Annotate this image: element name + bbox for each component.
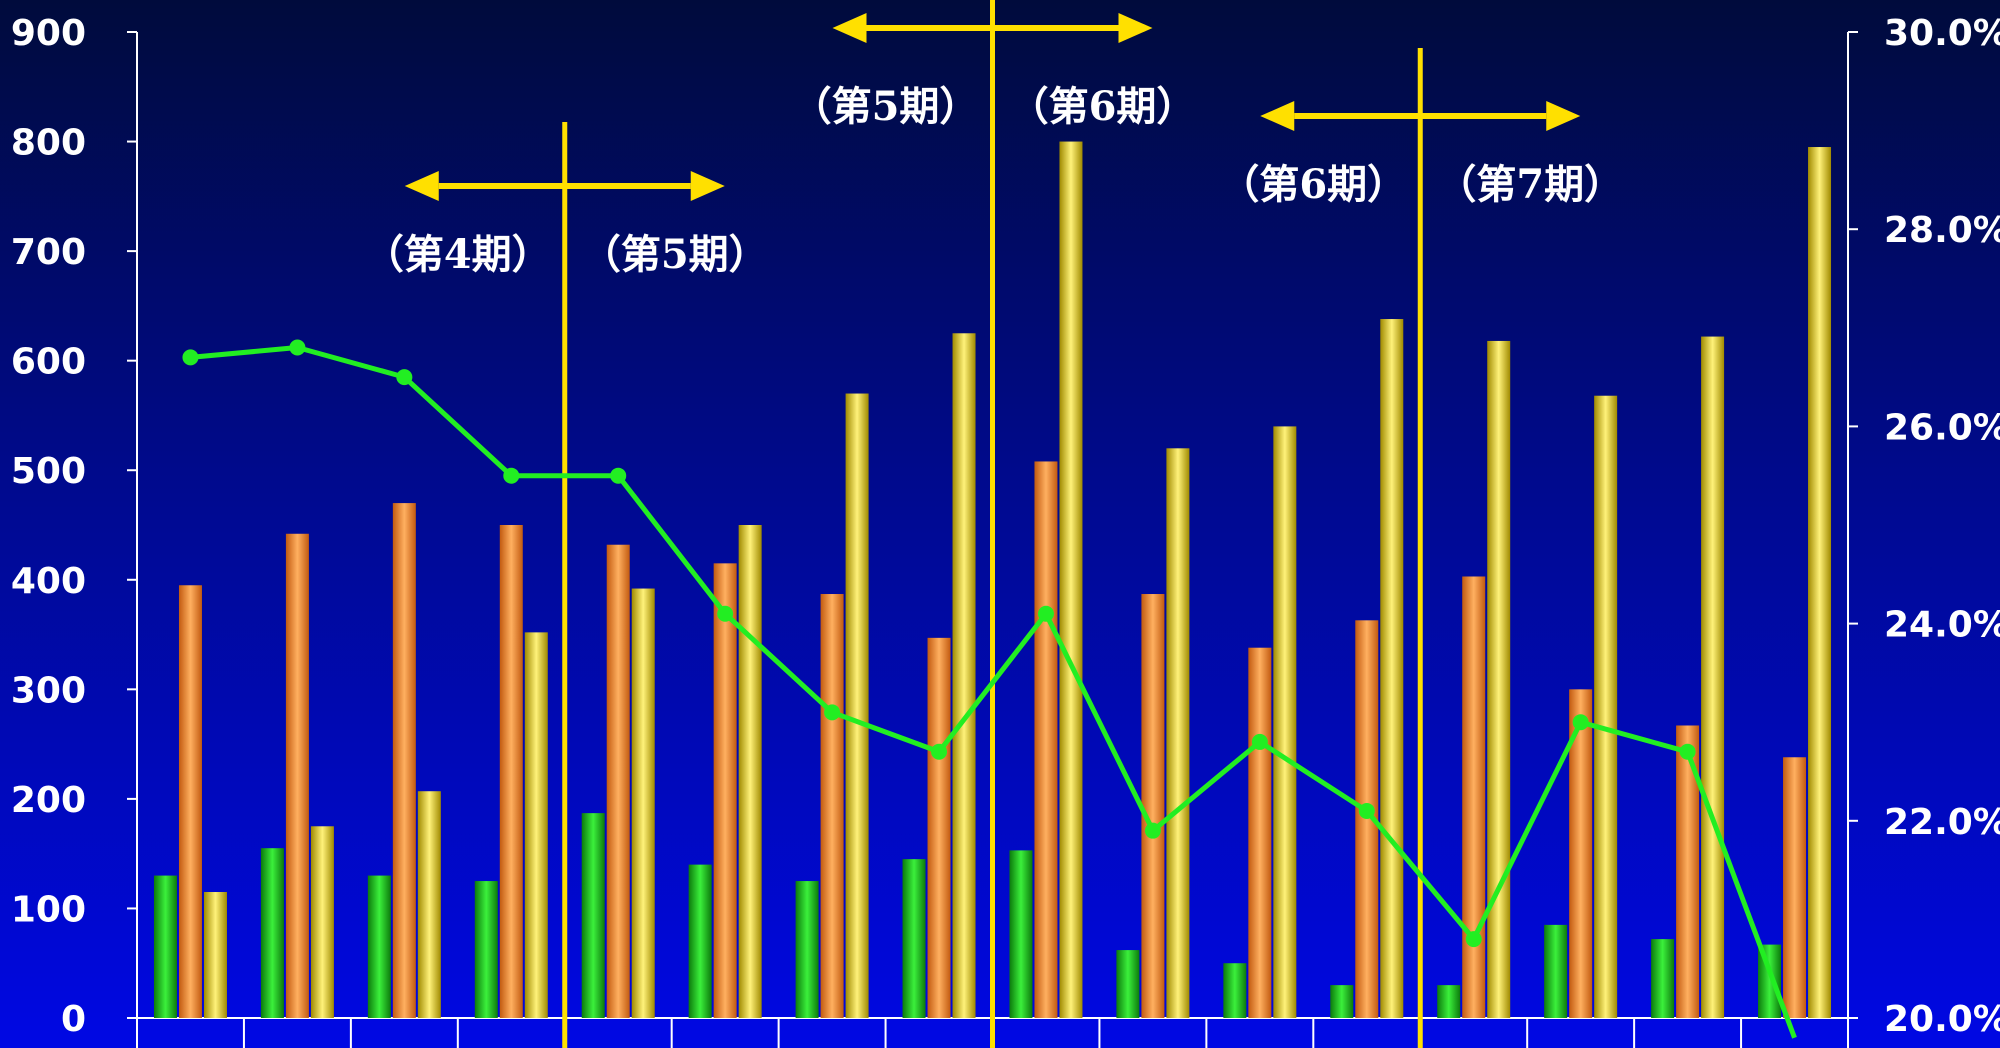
bar <box>1544 924 1568 1018</box>
arrow-head-right <box>1118 13 1153 43</box>
line-point <box>396 369 413 386</box>
bar <box>1223 963 1247 1018</box>
line-point <box>931 743 948 760</box>
bar <box>310 826 334 1018</box>
left-tick-label: 0 <box>61 999 86 1040</box>
bar <box>1330 985 1354 1018</box>
bar <box>392 503 416 1019</box>
arrow-head-left <box>832 13 867 43</box>
right-tick-label: 22.0% <box>1884 802 2000 843</box>
left-tick-label: 800 <box>11 123 86 164</box>
bar <box>606 544 630 1018</box>
bar <box>795 881 819 1018</box>
period-label-after: （第7期） <box>1436 161 1624 208</box>
bar <box>178 585 202 1018</box>
left-tick-label: 200 <box>11 780 86 821</box>
bar <box>1462 576 1486 1018</box>
bar <box>1166 448 1190 1018</box>
bar <box>153 875 177 1018</box>
period-label-after: （第6期） <box>1009 83 1197 130</box>
line-series-path <box>190 345 1797 1039</box>
axes: 0 100 200 300 400 500 600 700 800 900 20.0% 22.0% 24… <box>11 13 2000 1048</box>
bar <box>1569 689 1593 1018</box>
bar <box>367 875 391 1018</box>
line-point <box>1358 802 1375 819</box>
bar <box>1651 939 1675 1018</box>
left-tick-label: 500 <box>11 451 86 492</box>
bar <box>1116 950 1140 1018</box>
left-tick-label: 900 <box>11 13 86 54</box>
bar <box>285 533 309 1018</box>
bar <box>631 588 655 1018</box>
bar <box>1380 319 1404 1019</box>
bar <box>1437 985 1461 1018</box>
right-tick-label: 20.0% <box>1884 999 2000 1040</box>
bar <box>1783 757 1807 1018</box>
period-dividers: （第4期） （第5期） （第5期） （第6期） （第6期） （第7期） <box>364 0 1624 1048</box>
left-tick-label: 300 <box>11 670 86 711</box>
line-point <box>717 605 734 622</box>
left-tick-label: 700 <box>11 232 86 273</box>
line-point <box>1465 931 1482 948</box>
period-label-before: （第5期） <box>792 83 980 130</box>
period-label-before: （第6期） <box>1219 161 1407 208</box>
bar <box>1487 340 1511 1018</box>
bar <box>1248 647 1272 1018</box>
bar <box>902 859 926 1018</box>
bar <box>688 864 712 1018</box>
bar <box>1594 395 1618 1018</box>
bar <box>1034 461 1058 1018</box>
bar <box>927 637 951 1018</box>
line-point <box>610 467 627 484</box>
bar <box>260 848 284 1018</box>
line-point <box>1144 822 1161 839</box>
left-tick-label: 400 <box>11 561 86 602</box>
line-point <box>289 339 306 356</box>
bar <box>524 632 548 1018</box>
bar <box>474 881 498 1018</box>
arrow-head-left <box>404 171 439 201</box>
line-point <box>503 467 520 484</box>
bars <box>153 141 1832 1019</box>
right-tick-label: 30.0% <box>1884 13 2000 54</box>
line-point <box>824 704 841 721</box>
bar <box>203 892 227 1018</box>
bar <box>845 393 869 1018</box>
bar <box>1808 147 1832 1019</box>
bar <box>1758 944 1782 1018</box>
arrow-head-right <box>690 171 725 201</box>
bar <box>1141 594 1165 1018</box>
right-tick-label: 26.0% <box>1884 407 2000 448</box>
bar <box>952 333 976 1018</box>
bar <box>417 791 441 1018</box>
bar <box>1273 426 1297 1018</box>
bar <box>1676 725 1700 1018</box>
bar <box>820 594 844 1018</box>
bar <box>713 563 737 1018</box>
right-tick-label: 28.0% <box>1884 210 2000 251</box>
line-point <box>182 349 199 366</box>
bar <box>1059 141 1083 1019</box>
right-tick-label: 24.0% <box>1884 605 2000 646</box>
line-point <box>1572 714 1589 731</box>
period-label-before: （第4期） <box>364 231 552 278</box>
left-tick-label: 100 <box>11 889 86 930</box>
bar <box>499 525 523 1018</box>
bar <box>1701 336 1725 1018</box>
bar <box>1355 620 1379 1018</box>
arrow-head-right <box>1546 101 1581 131</box>
line-point <box>1037 605 1054 622</box>
bar <box>1009 850 1033 1018</box>
arrow-head-left <box>1260 101 1295 131</box>
bar <box>581 813 605 1018</box>
ratio-line <box>182 339 1797 1039</box>
left-tick-label: 600 <box>11 342 86 383</box>
bar <box>738 525 762 1018</box>
line-point <box>1251 733 1268 750</box>
line-point <box>1679 743 1696 760</box>
period-label-after: （第5期） <box>581 231 769 278</box>
